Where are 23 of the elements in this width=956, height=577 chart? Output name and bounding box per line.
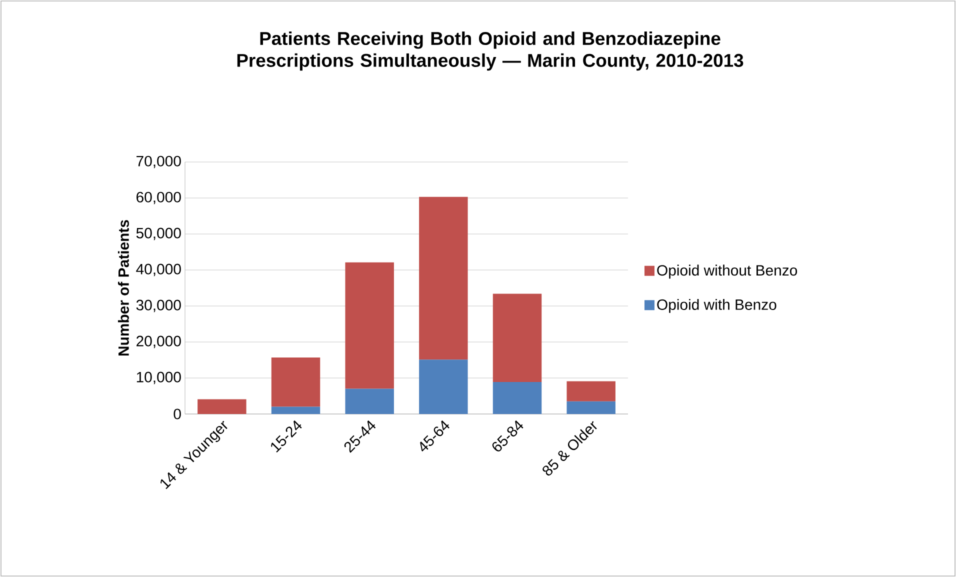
legend-label: Opioid without Benzo <box>657 264 798 279</box>
bar <box>419 196 468 360</box>
y-tick-label: 60,000 <box>136 192 181 204</box>
y-tick-label: 50,000 <box>136 228 181 240</box>
y-tick-label: 30,000 <box>136 300 181 312</box>
bar <box>345 262 394 389</box>
bar <box>492 294 542 382</box>
chart-title: Patients Receiving Both Opioid and Benzodiazepine Prescriptions Simultaneously — Marin County, 2010-2013 <box>237 32 744 71</box>
legend-label: Opioid with Benzo <box>657 298 776 313</box>
y-tick-label: 70,000 <box>136 156 181 168</box>
y-axis-title: Number of Patients <box>118 220 129 356</box>
y-tick-label: 0 <box>174 408 181 420</box>
bar <box>345 388 394 414</box>
bar <box>198 399 246 414</box>
bar <box>419 360 468 414</box>
bar <box>271 406 320 414</box>
bar <box>566 401 616 414</box>
y-tick-label: 40,000 <box>136 264 181 276</box>
y-tick-label: 20,000 <box>136 336 181 348</box>
bar <box>566 381 616 402</box>
bar <box>271 357 320 407</box>
bar <box>492 382 542 414</box>
y-tick-label: 10,000 <box>136 372 181 384</box>
